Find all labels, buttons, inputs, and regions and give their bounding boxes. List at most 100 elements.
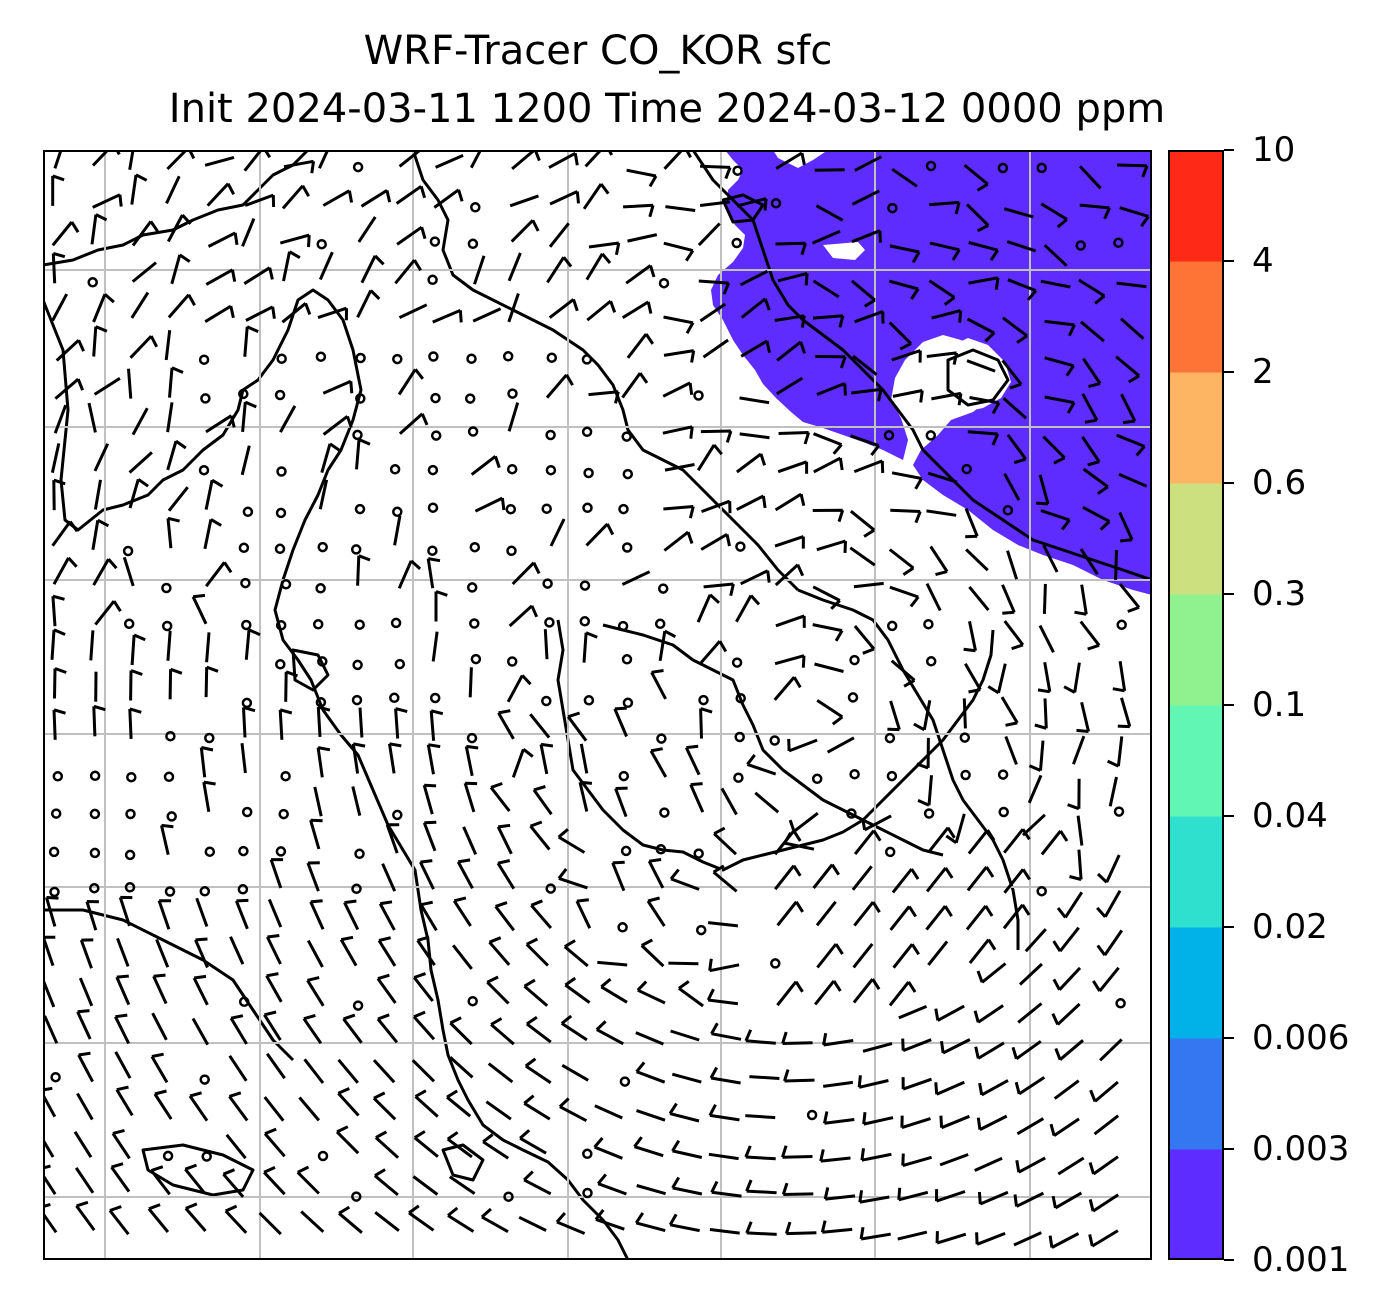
wind-barb <box>788 812 819 833</box>
calm-wind-marker <box>48 846 60 858</box>
wind-barb <box>452 896 472 927</box>
wind-barb <box>1051 1191 1083 1210</box>
calm-wind-marker <box>925 656 937 667</box>
wind-barb <box>1052 966 1082 991</box>
wind-barb <box>1118 511 1134 543</box>
wind-barb <box>316 746 331 778</box>
wind-barb <box>931 391 963 406</box>
wind-barb <box>497 709 515 740</box>
wind-barb <box>93 377 121 396</box>
wind-barb <box>245 305 276 322</box>
wind-barb <box>282 250 301 282</box>
calm-wind-marker <box>925 430 937 441</box>
calm-wind-marker <box>884 732 896 744</box>
wind-barb <box>1011 1040 1042 1061</box>
wind-barb <box>302 1013 323 1045</box>
wind-barb <box>202 780 216 812</box>
wind-barb <box>901 1038 932 1052</box>
wind-barb <box>127 368 133 399</box>
wind-barb <box>663 505 695 519</box>
wind-barb <box>892 389 924 403</box>
wind-barb <box>892 943 920 969</box>
wind-barb <box>93 443 110 472</box>
calm-wind-marker <box>204 846 216 857</box>
wind-barb <box>968 938 997 965</box>
calm-wind-marker <box>124 882 136 893</box>
wind-barb <box>889 585 920 608</box>
wind-barb <box>557 867 588 890</box>
wind-barb <box>549 190 580 206</box>
coastline <box>602 623 944 857</box>
wind-barb <box>548 298 579 319</box>
wind-barb <box>1120 393 1137 425</box>
wind-barb <box>626 333 655 359</box>
calm-wind-marker <box>280 770 291 782</box>
wind-barb <box>412 1010 436 1041</box>
calm-wind-marker <box>427 545 438 556</box>
wind-barb <box>853 901 881 927</box>
wind-barb <box>191 593 208 625</box>
wind-barb <box>168 366 184 398</box>
wind-barb <box>927 471 958 484</box>
wind-barb <box>707 921 739 928</box>
wind-barb <box>1048 1232 1080 1249</box>
wind-barb <box>283 159 315 174</box>
wind-barb <box>54 377 84 400</box>
wind-barb <box>165 175 181 205</box>
colorbar-tick-label: 0.1 <box>1252 685 1307 725</box>
wind-barb <box>337 1087 360 1117</box>
calm-wind-marker <box>198 464 210 476</box>
wind-barb <box>966 359 996 373</box>
wind-barb <box>519 1129 547 1155</box>
wind-barb <box>548 222 570 248</box>
wind-barb <box>91 150 121 167</box>
wind-barb <box>488 936 511 966</box>
wind-barb <box>244 193 276 208</box>
wind-barb <box>414 1089 439 1118</box>
calm-wind-marker <box>507 388 518 399</box>
wind-barb <box>1001 584 1016 615</box>
wind-barb <box>511 561 541 586</box>
wind-barb <box>1002 903 1031 930</box>
calm-wind-marker <box>237 884 249 895</box>
calm-wind-marker <box>87 277 98 288</box>
calm-wind-marker <box>618 503 629 515</box>
wind-barb <box>621 372 649 399</box>
wind-barb <box>1079 203 1111 220</box>
wind-barb <box>826 736 855 754</box>
wind-barb <box>53 150 63 169</box>
calm-wind-marker <box>351 883 362 895</box>
wind-barb <box>351 742 366 774</box>
wind-barb <box>1003 868 1031 894</box>
wind-barb <box>546 256 573 284</box>
wind-barb <box>934 1004 965 1022</box>
calm-wind-marker <box>429 236 441 247</box>
wind-barb <box>1027 774 1043 804</box>
wind-barb <box>1120 317 1145 340</box>
wind-barb <box>303 1058 325 1084</box>
wind-barb <box>851 229 882 244</box>
wind-barb <box>774 314 806 328</box>
wind-barb <box>372 1059 396 1084</box>
wind-barb <box>489 782 511 813</box>
wind-barb <box>469 150 494 169</box>
wind-barb <box>241 218 256 247</box>
wind-barb <box>122 556 135 587</box>
wind-barb <box>52 708 66 740</box>
wind-barb <box>774 654 806 668</box>
wind-barb <box>55 339 85 362</box>
wind-barb <box>928 826 956 853</box>
wind-barb <box>689 782 705 813</box>
wind-barb <box>976 962 1007 984</box>
wind-barb <box>754 791 780 814</box>
wind-barb <box>51 174 65 206</box>
wind-barb <box>281 184 310 210</box>
calm-wind-marker <box>427 502 439 513</box>
calm-wind-marker <box>1036 162 1047 174</box>
wind-barb <box>966 865 995 892</box>
wind-barb <box>449 1056 474 1079</box>
wind-barb <box>486 975 510 1005</box>
wind-barb <box>263 1010 282 1041</box>
wind-barb <box>1115 355 1141 384</box>
wind-barb <box>635 1061 666 1084</box>
